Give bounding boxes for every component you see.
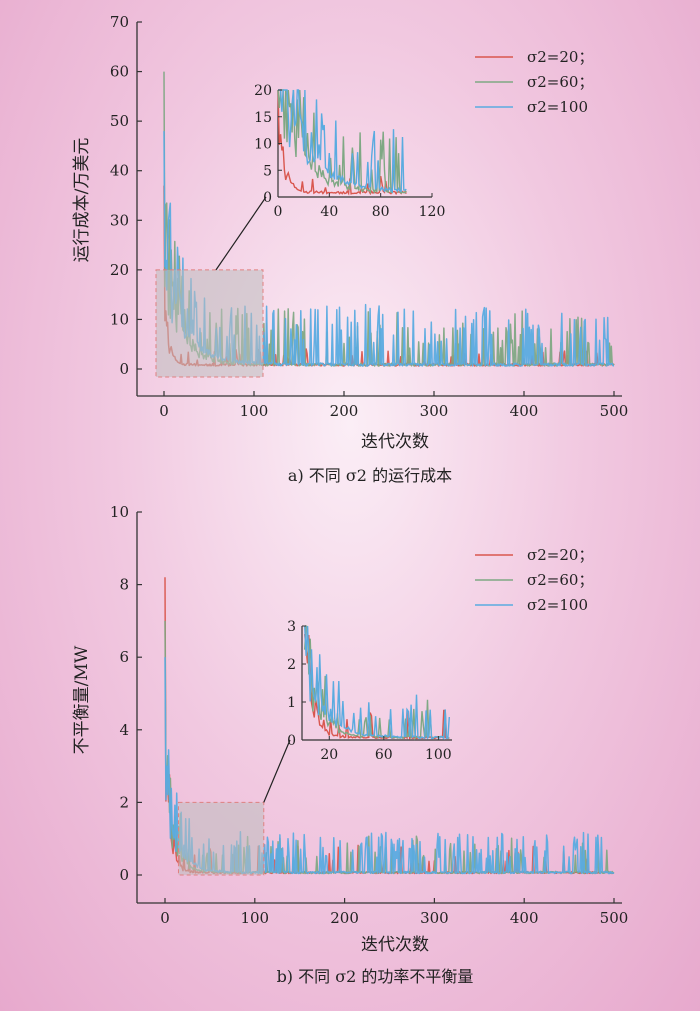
- a-legend-label: σ2=100: [527, 98, 588, 116]
- a-y-tick-label: 50: [110, 112, 129, 130]
- b-x-tick-label: 0: [160, 909, 170, 927]
- b-y-tick-label: 0: [119, 866, 129, 884]
- b-x-tick-label: 200: [330, 909, 359, 927]
- chart-a-y-axis-label: 运行成本/万美元: [72, 138, 92, 263]
- a-inset-x-tick-label: 80: [372, 204, 390, 220]
- b-x-tick-label: 100: [240, 909, 269, 927]
- a-y-tick-label: 20: [110, 261, 129, 279]
- b-inset-y-tick-label: 2: [287, 657, 296, 673]
- b-inset-y-tick-label: 3: [287, 619, 296, 635]
- b-inset-y-tick-label: 0: [287, 733, 296, 749]
- chart-a-zoom-connector: [215, 196, 267, 271]
- a-x-tick-label: 100: [240, 402, 269, 420]
- b-inset-x-tick-label: 20: [320, 747, 338, 763]
- a-x-tick-label: 400: [510, 402, 539, 420]
- chart-a-x-axis-label: 迭代次数: [361, 432, 429, 452]
- a-inset-y-tick-label: 10: [254, 137, 272, 153]
- a-inset-y-tick-label: 20: [254, 83, 272, 99]
- a-inset-series-2100: [278, 89, 407, 194]
- chart-b-y-axis-label: 不平衡量/MW: [72, 645, 92, 754]
- chart-b-inset: 0 1 2 3 20 60 100: [287, 619, 452, 763]
- b-y-tick-label: 8: [119, 576, 129, 594]
- b-y-tick-label: 6: [119, 648, 129, 666]
- b-legend-label: σ2=60；: [527, 571, 593, 589]
- a-y-tick-label: 60: [110, 63, 129, 81]
- a-x-tick-label: 500: [600, 402, 629, 420]
- b-y-tick-label: 2: [119, 793, 129, 811]
- b-inset-x-tick-label: 60: [375, 747, 393, 763]
- chart-b-caption: b) 不同 σ2 的功率不平衡量: [277, 967, 474, 986]
- b-y-tick-label: 10: [110, 503, 129, 521]
- a-inset-y-tick-label: 0: [263, 190, 272, 206]
- a-inset-y-tick-label: 5: [263, 163, 272, 179]
- a-y-tick-label: 0: [119, 360, 129, 378]
- a-y-tick-label: 10: [110, 310, 129, 328]
- a-y-tick-label: 30: [110, 211, 129, 229]
- chart-a-caption: a) 不同 σ2 的运行成本: [288, 466, 452, 485]
- b-x-tick-label: 500: [600, 909, 629, 927]
- b-x-tick-label: 300: [420, 909, 449, 927]
- b-y-tick-label: 4: [119, 721, 129, 739]
- b-x-tick-label: 400: [510, 909, 539, 927]
- a-inset-x-tick-label: 40: [320, 204, 338, 220]
- a-inset-x-tick-label: 0: [274, 204, 283, 220]
- a-inset-y-tick-label: 15: [254, 110, 272, 126]
- chart-b-x-axis-label: 迭代次数: [361, 935, 429, 955]
- chart-a-zoom-region: [155, 269, 264, 378]
- a-y-tick-label: 70: [110, 13, 129, 31]
- a-y-tick-label: 40: [110, 162, 129, 180]
- chart-b-zoom-connector: [263, 739, 291, 803]
- chart-a-legend: σ2=20； σ2=60； σ2=100: [475, 48, 593, 116]
- chart-b-legend: σ2=20； σ2=60； σ2=100: [475, 546, 593, 614]
- b-inset-series-2100: [304, 625, 450, 741]
- b-inset-y-tick-label: 1: [287, 695, 296, 711]
- b-legend-label: σ2=100: [527, 596, 588, 614]
- chart-b-zoom-region: [177, 801, 265, 876]
- a-inset-x-tick-label: 120: [419, 204, 446, 220]
- a-x-tick-label: 0: [159, 402, 169, 420]
- a-legend-label: σ2=20；: [527, 48, 593, 66]
- b-legend-label: σ2=20；: [527, 546, 593, 564]
- a-legend-label: σ2=60；: [527, 73, 593, 91]
- b-inset-x-tick-label: 100: [425, 747, 452, 763]
- chart-a-inset: 0 5 10 15 20 0 40 80 120: [254, 83, 445, 220]
- a-x-tick-label: 200: [330, 402, 359, 420]
- a-x-tick-label: 300: [420, 402, 449, 420]
